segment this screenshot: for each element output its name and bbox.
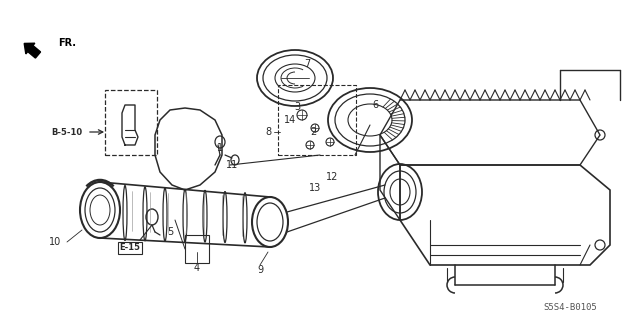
Text: E-15: E-15 xyxy=(120,244,141,252)
Text: 12: 12 xyxy=(326,172,338,182)
Bar xyxy=(278,85,356,155)
Text: 7: 7 xyxy=(304,59,310,69)
Text: FR.: FR. xyxy=(58,38,76,48)
Text: 5: 5 xyxy=(167,227,173,237)
Text: 8: 8 xyxy=(265,127,271,137)
Text: 13: 13 xyxy=(309,183,321,193)
Text: S5S4-B0105: S5S4-B0105 xyxy=(543,303,597,313)
Text: 2: 2 xyxy=(310,127,316,137)
Text: 14: 14 xyxy=(284,115,296,125)
Text: 6: 6 xyxy=(372,100,378,110)
Text: 4: 4 xyxy=(194,263,200,273)
Text: 10: 10 xyxy=(49,237,61,247)
Text: 11: 11 xyxy=(226,160,238,170)
Text: 1: 1 xyxy=(217,143,223,153)
FancyArrow shape xyxy=(24,43,40,58)
Bar xyxy=(105,90,157,155)
Text: B-5-10: B-5-10 xyxy=(51,127,82,137)
Text: 9: 9 xyxy=(257,265,263,275)
Bar xyxy=(185,235,209,263)
Text: 3: 3 xyxy=(294,102,300,112)
